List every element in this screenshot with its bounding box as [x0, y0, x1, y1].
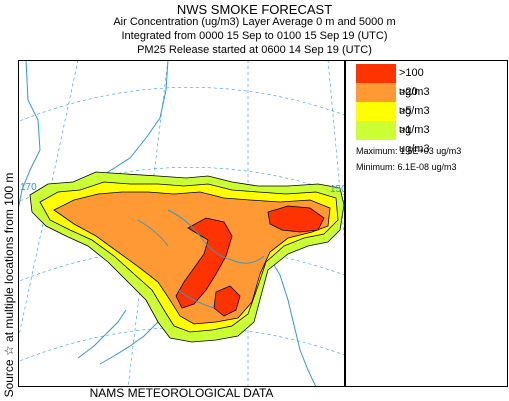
smoke-map: 170 150 — [18, 60, 345, 387]
smoke-layer-gt100 — [175, 205, 325, 317]
legend-swatch-gt100 — [356, 64, 396, 83]
source-side-label: Source ☆ at multiple locations from 100 … — [1, 60, 17, 398]
panhandle-coast — [267, 254, 317, 387]
lon-label-west: 170 — [20, 182, 37, 193]
legend-item-gt20: >20 ug/m3 — [356, 83, 440, 117]
legend-minimum: Minimum: 6.1E-08 ug/m3 — [356, 162, 457, 172]
legend-maximum: Maximum: 1.5E+03 ug/m3 — [356, 146, 462, 156]
legend-item-gt5: >5 ug/m3 — [356, 102, 440, 136]
legend-swatch-gt5 — [356, 102, 396, 121]
legend-label-gt100: >100 ug/m3 — [399, 67, 430, 98]
legend: >100 ug/m3 >20 ug/m3 >5 ug/m3 >1 ug/m3 M… — [345, 60, 508, 387]
legend-label-gt5: >5 ug/m3 — [399, 105, 430, 136]
legend-label-gt20: >20 ug/m3 — [399, 86, 430, 117]
chart-subtitle-concentration: Air Concentration (ug/m3) Layer Average … — [113, 16, 396, 28]
source-side-text: Source ☆ at multiple locations from 100 … — [2, 172, 16, 398]
footer-met-data: NAMS METEOROLOGICAL DATA — [89, 386, 274, 400]
smoke-region-gt20 — [53, 191, 331, 325]
smoke-region-gt100-interior — [175, 217, 233, 309]
legend-label-gt1: >1 ug/m3 — [399, 124, 430, 155]
aleutian-islands — [77, 309, 127, 359]
lon-label-east: 150 — [330, 184, 345, 195]
legend-item-gt100: >100 ug/m3 — [356, 64, 440, 98]
chart-title: NWS SMOKE FORECAST — [176, 2, 333, 17]
chart-subtitle-release: PM25 Release started at 0600 14 Sep 19 (… — [137, 44, 372, 56]
chart-subtitle-integration: Integrated from 0000 15 Sep to 0100 15 S… — [121, 30, 388, 42]
legend-swatch-gt20 — [356, 83, 396, 102]
siberia-coast — [18, 60, 41, 211]
map-frame — [18, 60, 345, 387]
legend-swatch-gt1 — [356, 121, 396, 140]
smoke-layer-gt20 — [53, 191, 331, 325]
rivers — [137, 209, 265, 309]
smoke-region-gt100-east — [267, 205, 325, 233]
legend-item-gt1: >1 ug/m3 — [356, 121, 440, 155]
